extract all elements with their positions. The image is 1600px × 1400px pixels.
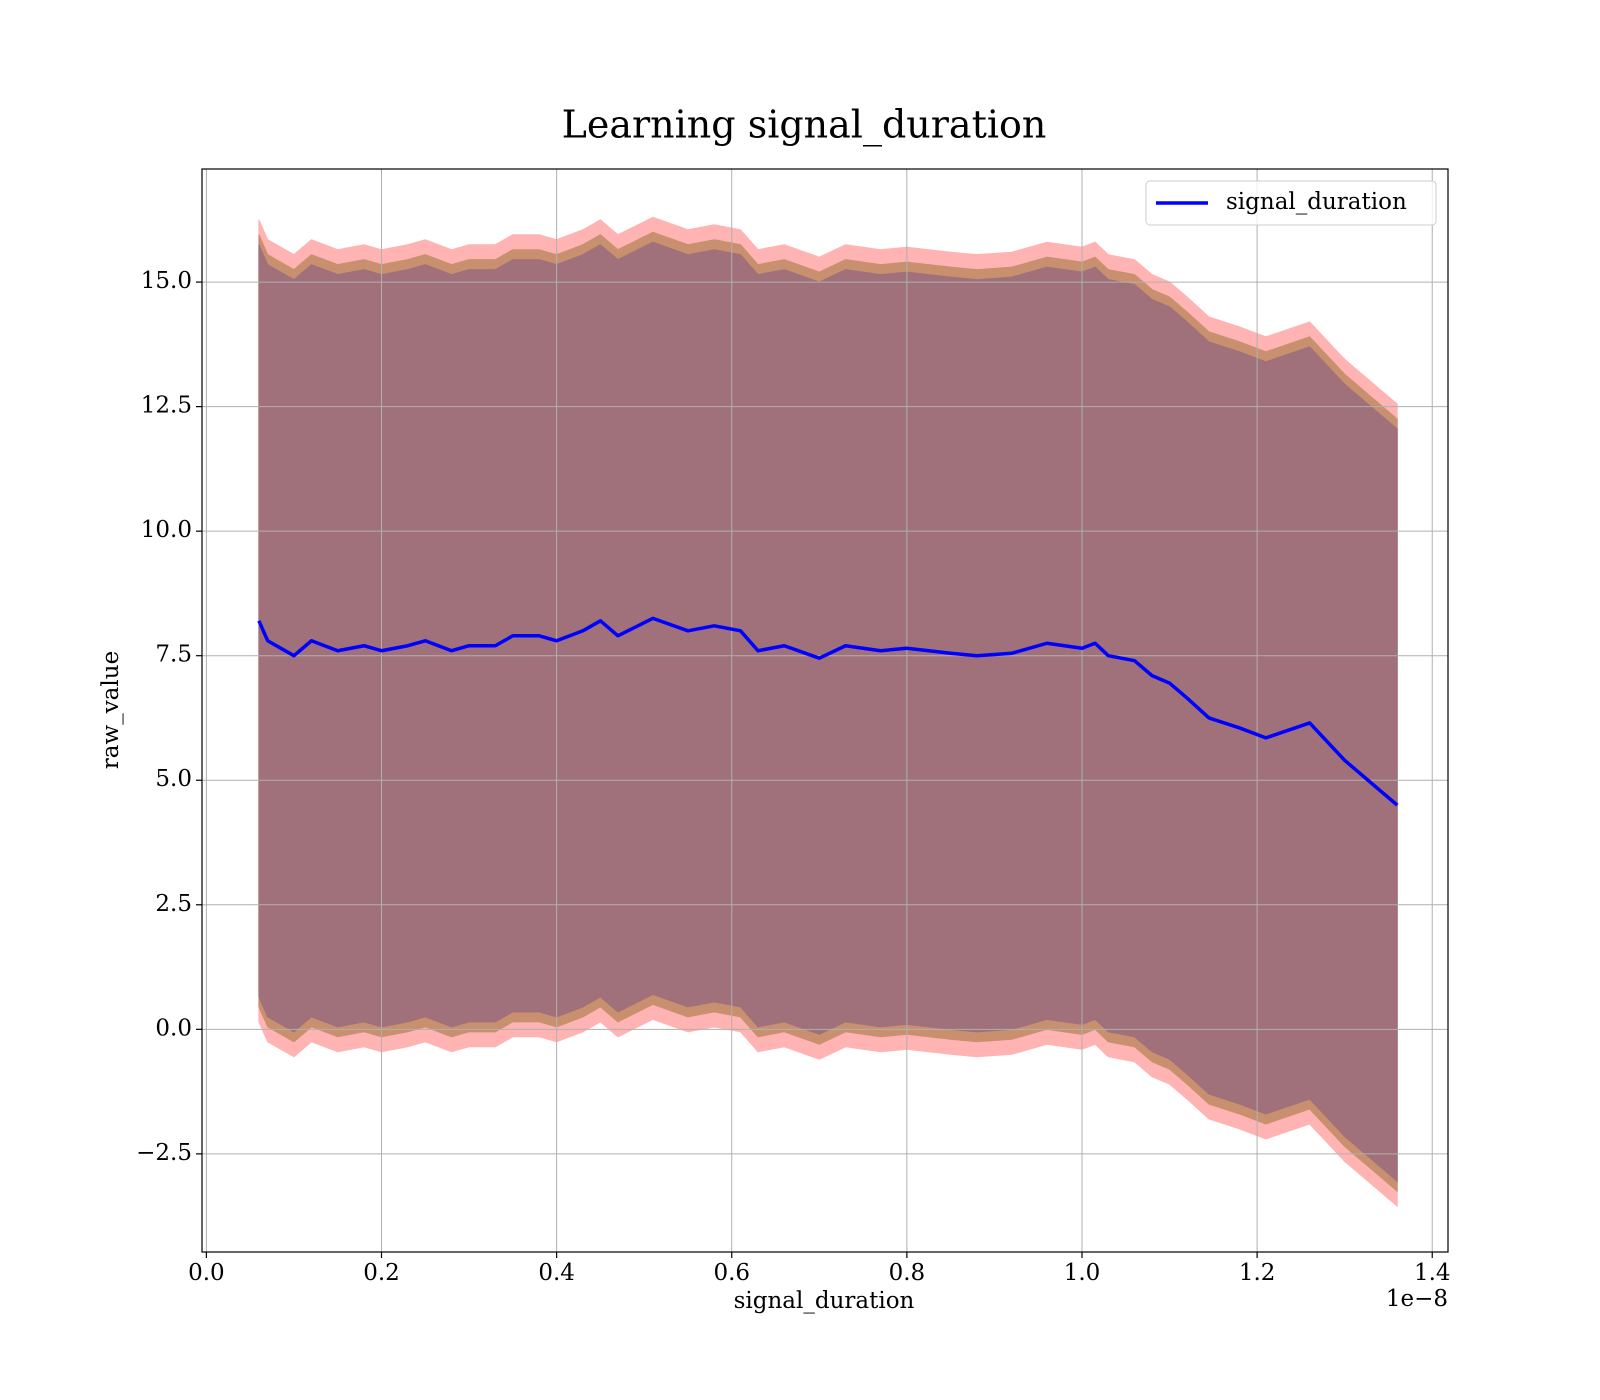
- chart-title: Learning signal_duration: [562, 103, 1047, 148]
- y-tick-label: −2.5: [136, 1140, 192, 1166]
- x-tick-label: 0.0: [188, 1260, 225, 1286]
- y-axis-label: raw_value: [98, 651, 124, 769]
- x-tick-label: 0.4: [538, 1260, 575, 1286]
- y-tick-label: 2.5: [155, 891, 192, 917]
- x-tick-label: 1.4: [1414, 1260, 1451, 1286]
- legend-label: signal_duration: [1226, 189, 1407, 215]
- x-tick-label: 0.6: [713, 1260, 750, 1286]
- y-tick-label: 10.0: [141, 517, 192, 543]
- band: [258, 241, 1398, 1183]
- legend-box: [1145, 180, 1437, 226]
- x-tick-label: 0.2: [363, 1260, 400, 1286]
- x-offset-label: 1e−8: [1386, 1286, 1448, 1312]
- plot-frame: [201, 168, 1449, 1253]
- line: [257, 616, 1399, 807]
- y-tick-label: 15.0: [141, 268, 192, 294]
- y-tick-label: 12.5: [141, 393, 192, 419]
- y-tick-label: 0.0: [155, 1015, 192, 1041]
- y-tick-label: 5.0: [155, 766, 192, 792]
- y-tick-label: 7.5: [155, 642, 192, 668]
- x-tick-label: 0.8: [889, 1260, 926, 1286]
- x-axis-label: signal_duration: [734, 1288, 915, 1314]
- x-tick-label: 1.2: [1239, 1260, 1276, 1286]
- x-tick-label: 1.0: [1064, 1260, 1101, 1286]
